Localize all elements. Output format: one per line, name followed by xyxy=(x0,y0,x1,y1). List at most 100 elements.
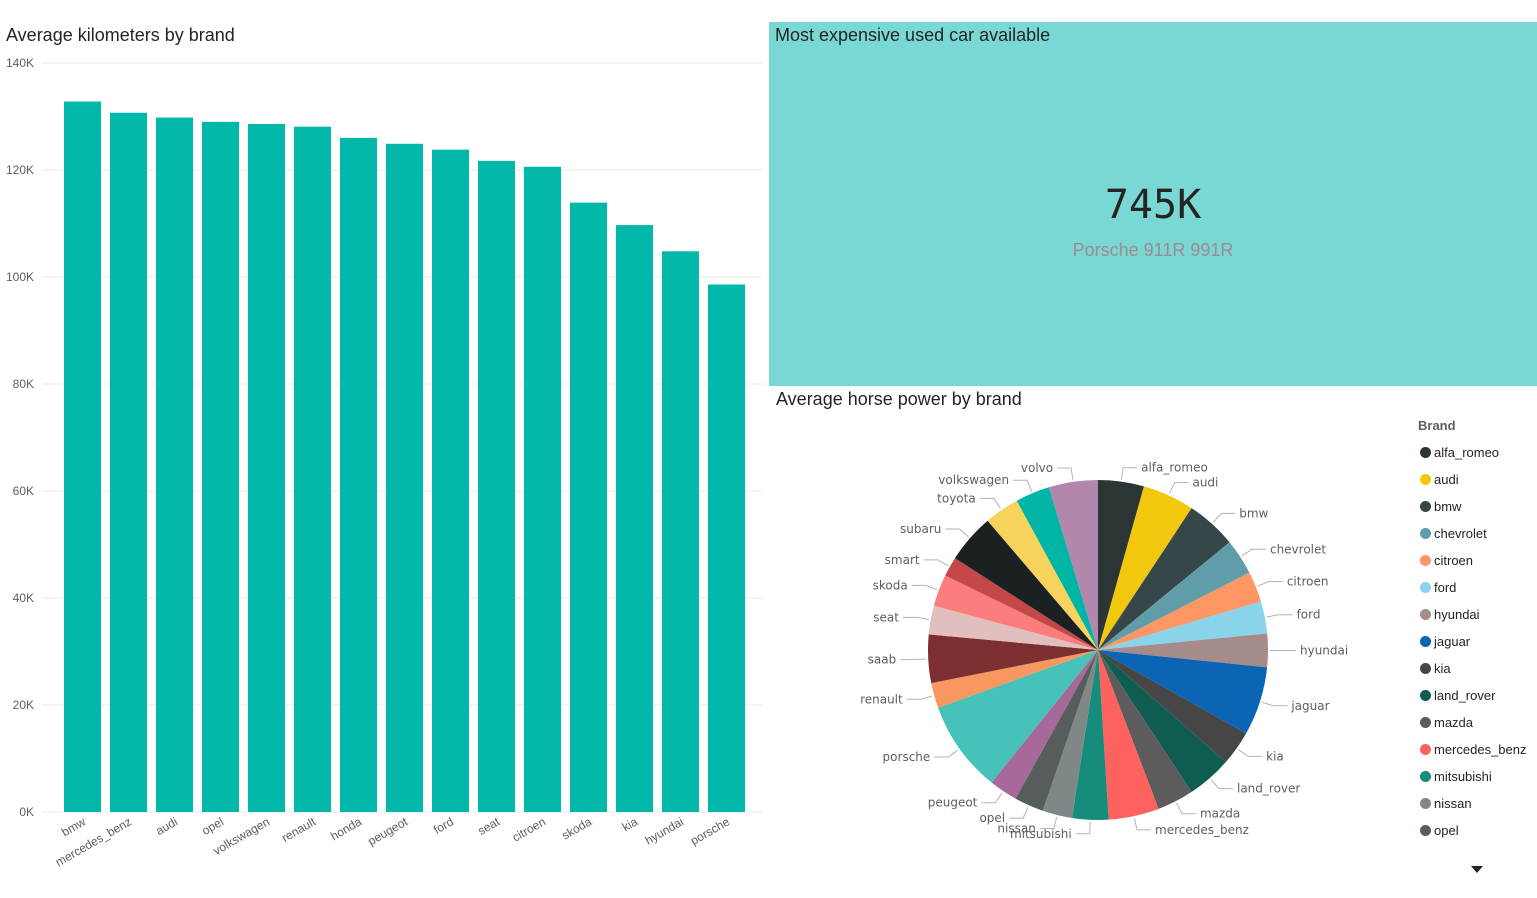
slice-volkswagen[interactable] xyxy=(1016,487,1098,650)
legend-swatch xyxy=(1420,690,1431,701)
bar-skoda[interactable] xyxy=(570,202,607,812)
leader-line xyxy=(1133,817,1152,831)
bar-mercedes_benz[interactable] xyxy=(110,112,147,812)
leader-line xyxy=(1261,701,1288,707)
slice-smart[interactable] xyxy=(945,558,1098,650)
x-tick-label: skoda xyxy=(559,814,594,842)
leader-line xyxy=(1039,816,1058,830)
slice-alfa_romeo[interactable] xyxy=(1098,480,1144,650)
bar-peugeot[interactable] xyxy=(386,143,423,812)
y-tick-label: 60K xyxy=(13,484,34,498)
legend-scroll-down-icon[interactable] xyxy=(1471,866,1483,873)
slice-chevrolet[interactable] xyxy=(1098,542,1250,650)
x-tick-label: ford xyxy=(431,814,456,836)
leader-line xyxy=(981,792,1003,804)
legend-item-citroen[interactable]: citroen xyxy=(1418,547,1537,574)
slice-saab[interactable] xyxy=(928,634,1098,684)
leader-line xyxy=(906,695,933,700)
slice-mazda[interactable] xyxy=(1098,650,1192,809)
leader-line xyxy=(1120,467,1138,480)
legend-swatch xyxy=(1420,474,1431,485)
pie-label: saab xyxy=(868,653,897,667)
bar-citroen[interactable] xyxy=(524,166,561,812)
slice-seat[interactable] xyxy=(928,605,1098,650)
legend-swatch xyxy=(1420,609,1431,620)
bar-volkswagen[interactable] xyxy=(248,123,285,813)
slice-skoda[interactable] xyxy=(933,575,1098,650)
bar-kia[interactable] xyxy=(616,225,653,813)
bar-opel[interactable] xyxy=(202,121,239,813)
legend-item-ford[interactable]: ford xyxy=(1418,574,1537,601)
x-tick-label: opel xyxy=(199,814,226,837)
bar-bmw[interactable] xyxy=(64,101,101,812)
legend-label: land_rover xyxy=(1434,688,1496,703)
legend-swatch xyxy=(1420,555,1431,566)
slice-opel[interactable] xyxy=(1015,650,1098,811)
slice-peugeot[interactable] xyxy=(991,650,1098,799)
legend-item-mitsubishi[interactable]: mitsubishi xyxy=(1418,763,1537,790)
legend-item-audi[interactable]: audi xyxy=(1418,466,1537,493)
legend-items: alfa_romeo audi bmw chevrolet citroen ford hyu… xyxy=(1418,439,1537,844)
pie-label: smart xyxy=(885,553,920,567)
slice-citroen[interactable] xyxy=(1098,572,1261,650)
legend-item-land_rover[interactable]: land_rover xyxy=(1418,682,1537,709)
leader-line xyxy=(911,584,938,591)
pie-label: mazda xyxy=(1200,807,1240,821)
bar-renault[interactable] xyxy=(294,126,331,813)
slice-subaru[interactable] xyxy=(954,520,1098,650)
slice-mercedes_benz[interactable] xyxy=(1098,650,1159,820)
x-tick-label: honda xyxy=(328,814,364,843)
legend-label: jaguar xyxy=(1434,634,1471,649)
slice-volvo[interactable] xyxy=(1048,480,1098,650)
legend-swatch xyxy=(1420,636,1431,647)
slice-mitsubishi[interactable] xyxy=(1072,650,1109,820)
pie-label: skoda xyxy=(873,578,908,592)
bar-audi[interactable] xyxy=(156,117,193,812)
y-tick-label: 0K xyxy=(19,805,34,819)
x-tick-label: hyundai xyxy=(643,814,686,847)
bar-porsche[interactable] xyxy=(708,284,745,812)
slice-nissan[interactable] xyxy=(1042,650,1098,819)
legend-label: mazda xyxy=(1434,715,1474,730)
leader-line xyxy=(1241,548,1266,557)
x-tick-label: renault xyxy=(279,814,318,845)
legend-item-alfa_romeo[interactable]: alfa_romeo xyxy=(1418,439,1537,466)
legend-swatch xyxy=(1420,825,1431,836)
leader-line xyxy=(1238,749,1263,757)
pie-label: citroen xyxy=(1287,575,1329,589)
legend-item-hyundai[interactable]: hyundai xyxy=(1418,601,1537,628)
legend-item-jaguar[interactable]: jaguar xyxy=(1418,628,1537,655)
legend-item-mazda[interactable]: mazda xyxy=(1418,709,1537,736)
leader-line xyxy=(1212,512,1236,523)
legend-item-mercedes_benz[interactable]: mercedes_benz xyxy=(1418,736,1537,763)
pie-label: hyundai xyxy=(1300,644,1348,658)
pie-label: kia xyxy=(1266,749,1284,763)
pie-label: peugeot xyxy=(928,796,978,810)
slice-bmw[interactable] xyxy=(1098,508,1230,650)
slice-toyota[interactable] xyxy=(987,500,1098,650)
slice-porsche[interactable] xyxy=(938,650,1098,783)
legend-item-opel[interactable]: opel xyxy=(1418,817,1537,844)
bar-seat[interactable] xyxy=(478,160,515,812)
legend-item-bmw[interactable]: bmw xyxy=(1418,493,1537,520)
slice-jaguar[interactable] xyxy=(1098,650,1268,734)
x-tick-label: seat xyxy=(475,814,502,838)
legend-item-chevrolet[interactable]: chevrolet xyxy=(1418,520,1537,547)
legend-item-nissan[interactable]: nissan xyxy=(1418,790,1537,817)
bar-ford[interactable] xyxy=(432,149,469,813)
slice-renault[interactable] xyxy=(931,650,1098,708)
slice-land_rover[interactable] xyxy=(1098,650,1226,792)
pie-label: renault xyxy=(860,692,903,706)
x-tick-label: audi xyxy=(153,814,180,837)
bar-honda[interactable] xyxy=(340,137,377,812)
pie-label: seat xyxy=(873,610,899,624)
pie-label: opel xyxy=(979,811,1005,825)
slice-ford[interactable] xyxy=(1098,601,1268,650)
legend-item-kia[interactable]: kia xyxy=(1418,655,1537,682)
bar-hyundai[interactable] xyxy=(662,251,699,812)
slice-kia[interactable] xyxy=(1098,650,1247,762)
legend-swatch xyxy=(1420,717,1431,728)
slice-hyundai[interactable] xyxy=(1098,633,1268,668)
legend-label: chevrolet xyxy=(1434,526,1487,541)
slice-audi[interactable] xyxy=(1098,486,1192,650)
